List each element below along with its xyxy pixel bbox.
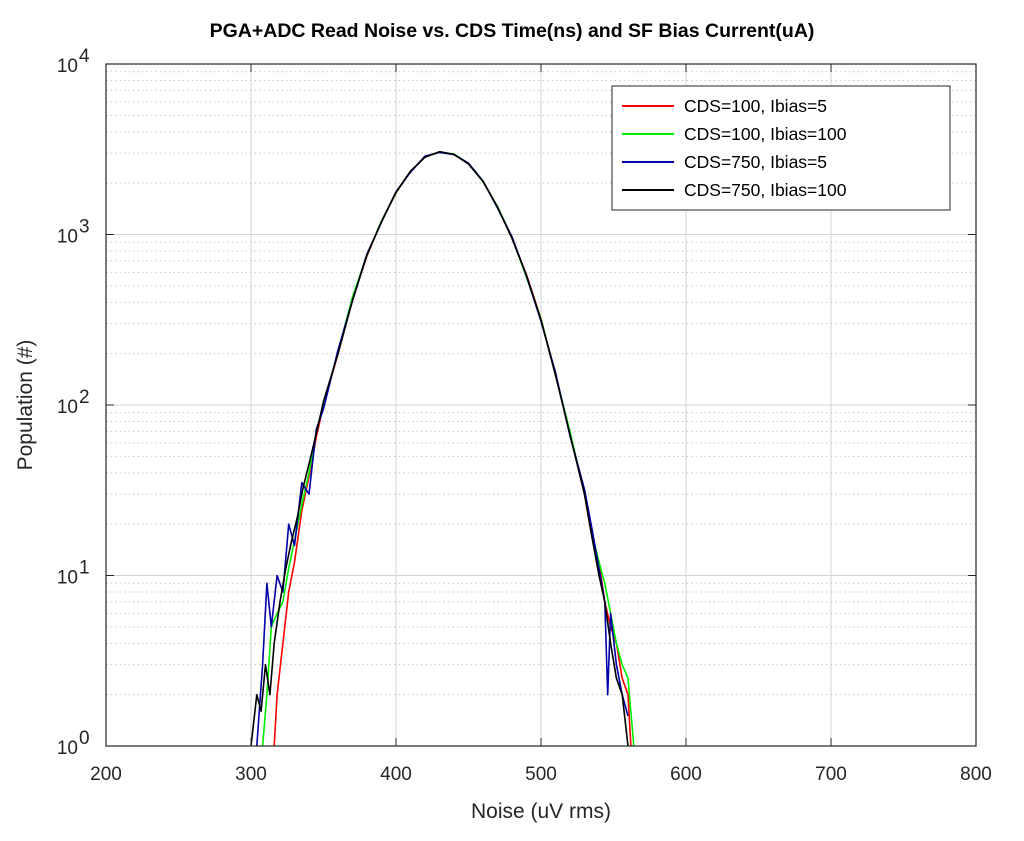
series-line (250, 150, 629, 747)
x-tick-label: 500 (525, 764, 557, 785)
x-tick-label: 800 (960, 764, 992, 785)
legend: CDS=100, Ibias=5 CDS=100, Ibias=100 CDS=75… (611, 85, 951, 211)
y-tick-exponent: 3 (79, 217, 90, 238)
y-tick-exponent: 2 (79, 387, 90, 408)
x-axis-label: Noise (uV rms) (471, 800, 611, 823)
x-tick-label: 400 (380, 764, 412, 785)
y-axis-label: Population (#) (14, 340, 37, 471)
y-tick-label: 10 (57, 397, 78, 418)
x-tick-label: 300 (235, 764, 267, 785)
legend-label: CDS=100, Ibias=100 (684, 124, 847, 144)
y-tick-label: 10 (57, 56, 78, 77)
y-tick-exponent: 0 (79, 728, 90, 749)
y-tick-exponent: 1 (79, 558, 90, 579)
x-tick-label: 700 (815, 764, 847, 785)
legend-label: CDS=750, Ibias=5 (684, 152, 827, 172)
legend-label: CDS=750, Ibias=100 (684, 180, 847, 200)
x-tick-label: 200 (90, 764, 122, 785)
legend-label: CDS=100, Ibias=5 (684, 96, 827, 116)
y-tick-label: 10 (57, 738, 78, 759)
y-tick-exponent: 4 (79, 46, 90, 67)
x-tick-label: 600 (670, 764, 702, 785)
plot-lines (250, 150, 635, 747)
grid (106, 64, 976, 746)
y-tick-label: 10 (57, 568, 78, 589)
y-tick-label: 10 (57, 227, 78, 248)
chart-title: PGA+ADC Read Noise vs. CDS Time(ns) and … (210, 20, 815, 42)
